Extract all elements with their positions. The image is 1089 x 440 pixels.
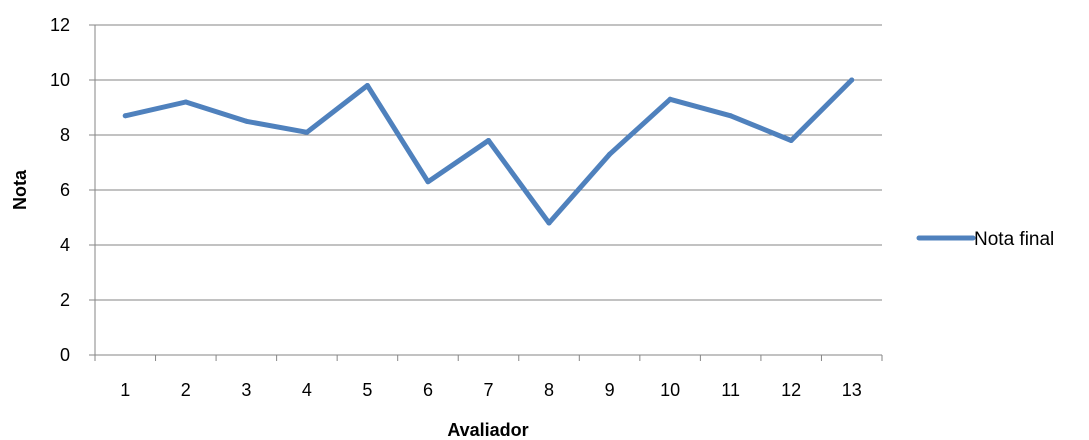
legend: Nota final	[916, 229, 1054, 250]
legend-label-nota-final: Nota final	[974, 229, 1054, 250]
x-axis-title: Avaliador	[447, 420, 528, 440]
series-line-nota-final	[122, 77, 855, 226]
data-point	[728, 113, 734, 119]
data-point	[425, 179, 431, 185]
x-tick-label: 9	[605, 380, 615, 400]
y-tick-label: 6	[60, 180, 70, 200]
data-point	[546, 220, 552, 226]
y-tick-label: 8	[60, 125, 70, 145]
data-point	[849, 77, 855, 83]
gridlines	[95, 24, 882, 301]
y-tick-label: 0	[60, 345, 70, 365]
y-tick-label: 4	[60, 235, 70, 255]
x-tick-label: 10	[660, 380, 680, 400]
y-tick-labels: 0 2 4 6 8 10 12	[50, 15, 70, 365]
data-point	[788, 138, 794, 143]
y-tick-label: 2	[60, 290, 70, 310]
x-tick-label: 8	[544, 380, 554, 400]
data-point	[243, 118, 249, 124]
series-layer	[122, 77, 855, 226]
x-tick-label: 5	[362, 380, 372, 400]
x-tick-label: 6	[423, 380, 433, 400]
data-point	[183, 99, 189, 105]
data-point	[486, 138, 491, 143]
x-tick-label: 4	[302, 380, 312, 400]
x-tick-label: 7	[483, 380, 493, 400]
y-tick-label: 12	[50, 15, 70, 35]
axes	[89, 24, 883, 361]
data-point	[304, 129, 310, 135]
x-tick-label: 2	[181, 380, 191, 400]
x-tick-label: 11	[721, 380, 740, 400]
x-tick-label: 13	[842, 380, 862, 400]
data-point	[607, 151, 613, 157]
data-point	[122, 113, 128, 119]
data-point	[667, 96, 673, 102]
y-tick-label: 10	[50, 70, 70, 90]
y-axis-title: Nota	[10, 169, 30, 210]
x-tick-labels: 1 2 3 4 5 6 7 8 9 10 11 12 13	[120, 380, 861, 400]
x-tick-label: 1	[120, 380, 130, 400]
x-tick-label: 3	[241, 380, 251, 400]
data-point	[364, 83, 370, 88]
x-tick-label: 12	[781, 380, 801, 400]
